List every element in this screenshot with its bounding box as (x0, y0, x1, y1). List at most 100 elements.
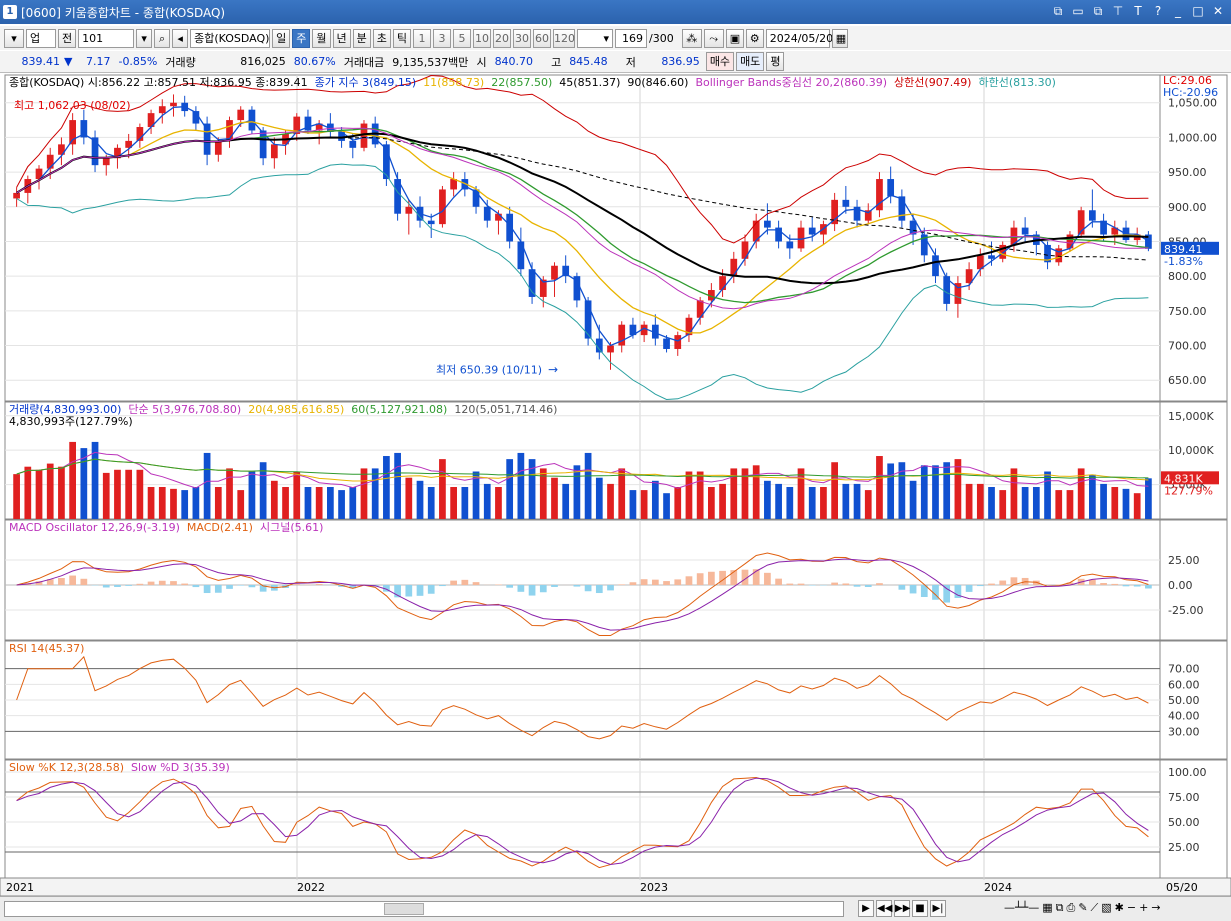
search-icon[interactable]: ⌕ (154, 28, 171, 48)
volume-bar (584, 452, 592, 519)
title-bar: 1 [0600] 키움종합차트 - 종합(KOSDAQ) ⧉ ▭ ⧉ ⊤ T ?… (0, 0, 1231, 24)
current-price-tag-text: 839.41 (1164, 243, 1203, 256)
pin-top-icon[interactable]: ⊤ (1112, 4, 1124, 18)
period-month[interactable]: 월 (312, 28, 331, 48)
close-icon[interactable]: ✕ (1212, 4, 1224, 18)
macd-oscillator-bar (1100, 583, 1107, 585)
rewind-icon[interactable]: ◀◀ (876, 900, 892, 917)
window-title: [0600] 키움종합차트 - 종합(KOSDAQ) (21, 5, 226, 20)
scroll-track[interactable] (4, 901, 844, 917)
chart-area[interactable]: 1,050.001,000.00950.00900.00850.00800.00… (0, 73, 1231, 896)
end-icon[interactable]: ▶| (930, 900, 946, 917)
macd-oscillator-bar (147, 581, 155, 585)
volume-bar (338, 490, 345, 519)
interval-custom-input[interactable]: ▾ (577, 28, 613, 48)
copy-icon[interactable]: ⧉ (1055, 901, 1064, 914)
stop-icon[interactable]: ■ (912, 900, 928, 917)
candle-body (58, 144, 65, 155)
x-tick-label: 2021 (6, 881, 34, 894)
sound-icon[interactable]: ◂ (172, 28, 189, 48)
count-input[interactable]: 169 (615, 28, 647, 48)
candle-body (1111, 227, 1119, 235)
volume-tick-label: 15,000K (1168, 410, 1214, 423)
calendar-icon[interactable]: ▦ (831, 28, 848, 48)
candle-body (539, 279, 547, 297)
buy-button[interactable]: 매수 (705, 52, 735, 71)
sell-button[interactable]: 매도 (736, 52, 765, 71)
date-input[interactable]: 2024/05/20 (765, 28, 833, 48)
interval-120[interactable]: 120 (553, 28, 575, 48)
line-icon[interactable]: ⟋ (1090, 901, 1099, 914)
interval-30[interactable]: 30 (513, 28, 531, 48)
period-year[interactable]: 년 (332, 28, 351, 48)
volume-bar (595, 477, 603, 519)
volume-value: 816,025 (240, 55, 286, 68)
macd-oscillator-bar (741, 569, 749, 585)
interval-10[interactable]: 10 (473, 28, 491, 48)
interval-5[interactable]: 5 (453, 28, 471, 48)
period-day[interactable]: 일 (272, 28, 291, 48)
bollinger-upper (16, 74, 1149, 244)
tile-icon[interactable]: ▭ (1072, 4, 1084, 18)
restore-icon[interactable]: ⧉ (1053, 4, 1063, 18)
settings-icon[interactable]: ✱ (1114, 901, 1124, 914)
minimize-icon[interactable]: _ (1175, 4, 1181, 18)
volume-legend-3: 60(5,127,921.08) (351, 403, 447, 416)
code-search-icon[interactable]: ▾ (136, 28, 153, 48)
gear-icon[interactable]: ⚙ (745, 28, 764, 48)
macd-tick-label: 0.00 (1168, 579, 1193, 592)
period-week[interactable]: 주 (292, 28, 311, 48)
candle-body (584, 300, 592, 339)
candle-body (394, 179, 401, 214)
price-legend-8: 하한선(813.30) (978, 75, 1055, 89)
grid-icon[interactable]: ▦ (1042, 901, 1053, 914)
cascade-icon[interactable]: ⧉ (1093, 4, 1103, 18)
slow-d-line (16, 777, 1149, 866)
slow-k-line (16, 776, 1149, 869)
prev-button[interactable]: 전 (58, 28, 77, 48)
volume-bar (1077, 468, 1085, 519)
draw-icon[interactable]: ✎ (1078, 901, 1088, 914)
volume-bar (775, 483, 782, 519)
price-tick-label: 650.00 (1168, 374, 1207, 387)
macd-line (16, 552, 1149, 636)
min-price-arrow: → (548, 362, 558, 376)
forward-icon[interactable]: ▶▶ (894, 900, 910, 917)
macd-oscillator-bar (226, 585, 233, 589)
zoom-out-icon[interactable]: − (1126, 901, 1137, 914)
expand-icon[interactable]: → (1151, 901, 1161, 914)
interval-20[interactable]: 20 (493, 28, 511, 48)
save-icon[interactable]: ▣ (725, 28, 744, 48)
chart-scrollbar[interactable]: ▶ ◀◀ ▶▶ ■ ▶| —┴┴— ▦ ⧉ ⎙ ✎ ⟋ ▧ ✱ − + → (0, 896, 1231, 921)
interval-1[interactable]: 1 (413, 28, 431, 48)
volume-bar (13, 474, 20, 519)
interval-60[interactable]: 60 (533, 28, 551, 48)
scroll-thumb[interactable] (384, 903, 424, 915)
period-tick[interactable]: 틱 (392, 28, 411, 48)
play-icon[interactable]: ▶ (858, 900, 874, 917)
candle-body (1100, 220, 1107, 235)
fill-icon[interactable]: ▧ (1101, 901, 1112, 914)
help-icon[interactable]: ? (1154, 4, 1162, 18)
eval-button[interactable]: 평 (766, 52, 785, 71)
trend-icon[interactable]: ⤳ (703, 28, 724, 48)
macd-oscillator-bar (170, 581, 177, 585)
market-select[interactable]: ▾ (4, 28, 24, 48)
zoom-slider-icon[interactable]: —┴┴— (1004, 901, 1040, 914)
font-icon[interactable]: T (1134, 4, 1142, 18)
period-second[interactable]: 초 (372, 28, 391, 48)
quote-price: 839.41 (21, 55, 61, 68)
print-icon[interactable]: ⎙ (1066, 901, 1076, 914)
market-dropdown[interactable]: 업 (26, 28, 56, 48)
macd-tick-label: -25.00 (1168, 604, 1203, 617)
candle-body (562, 265, 570, 277)
indicator-icon[interactable]: ⁂ (681, 28, 702, 48)
maximize-icon[interactable]: □ (1192, 4, 1204, 18)
candle-body (270, 144, 278, 159)
interval-3[interactable]: 3 (433, 28, 451, 48)
code-input[interactable]: 101 (78, 28, 135, 48)
candle-body (203, 123, 211, 155)
price-tick-label: 950.00 (1168, 166, 1207, 179)
period-minute[interactable]: 분 (352, 28, 371, 48)
zoom-in-icon[interactable]: + (1139, 901, 1149, 914)
